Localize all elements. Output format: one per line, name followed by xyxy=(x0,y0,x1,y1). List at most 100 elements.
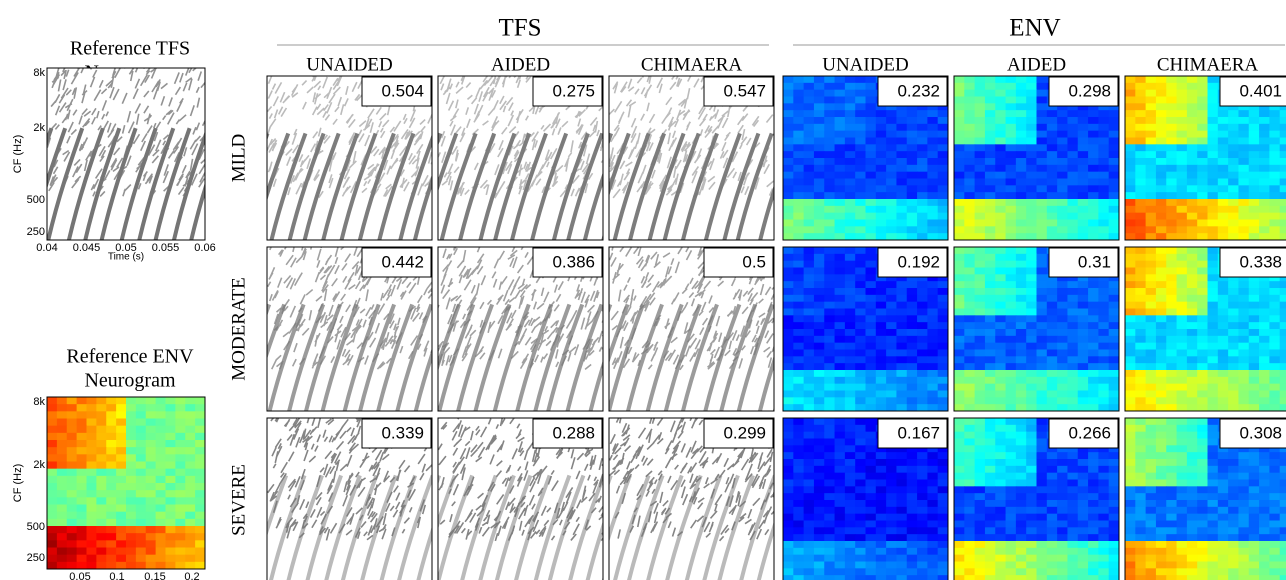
env-cell xyxy=(1088,363,1099,370)
env-cell xyxy=(886,404,897,411)
env-cell xyxy=(995,165,1006,172)
env-cell xyxy=(1197,356,1208,363)
env-cell xyxy=(1109,473,1120,480)
env-cell xyxy=(886,534,897,541)
env-cell xyxy=(1146,158,1157,165)
env-cell xyxy=(1078,138,1089,145)
env-cell xyxy=(1125,76,1136,83)
env-cell xyxy=(1078,527,1089,534)
env-cell xyxy=(907,302,918,309)
env-cell xyxy=(57,411,67,419)
env-cell xyxy=(1026,172,1037,179)
env-cell xyxy=(855,356,866,363)
env-cell xyxy=(793,480,804,487)
env-cell xyxy=(1088,315,1099,322)
y-tick-label: 8k xyxy=(33,396,45,408)
env-cell xyxy=(876,370,887,377)
env-cell xyxy=(1098,466,1109,473)
env-cell xyxy=(1259,575,1270,580)
env-cell xyxy=(1146,247,1157,254)
env-cell xyxy=(1047,199,1058,206)
env-cell xyxy=(1047,124,1058,131)
env-cell xyxy=(824,124,835,131)
env-cell xyxy=(1156,370,1167,377)
env-cell xyxy=(1125,274,1136,281)
env-cell xyxy=(793,268,804,275)
env-cell xyxy=(845,131,856,138)
env-cell xyxy=(1135,206,1146,213)
env-cell xyxy=(814,274,825,281)
env-cell xyxy=(896,322,907,329)
env-cell xyxy=(1166,377,1177,384)
env-cell xyxy=(1057,527,1068,534)
env-cell xyxy=(1177,131,1188,138)
env-cell xyxy=(995,274,1006,281)
env-cell xyxy=(1088,131,1099,138)
env-cell xyxy=(1197,158,1208,165)
env-cell xyxy=(896,295,907,302)
env-cell xyxy=(1156,288,1167,295)
env-cell xyxy=(96,548,106,556)
env-cell xyxy=(47,454,57,462)
env-cell xyxy=(954,322,965,329)
env-cell xyxy=(1098,350,1109,357)
env-cell xyxy=(77,476,87,484)
env-cell xyxy=(866,370,877,377)
env-cell xyxy=(1218,220,1229,227)
env-cell xyxy=(1187,568,1198,575)
env-cell xyxy=(1280,117,1286,124)
env-cell xyxy=(896,493,907,500)
env-cell xyxy=(1006,363,1017,370)
env-cell xyxy=(917,486,928,493)
env-cell xyxy=(185,483,195,491)
env-cell xyxy=(1037,397,1048,404)
column-title: CHIMAERA xyxy=(641,54,743,75)
env-cell xyxy=(1187,507,1198,514)
env-cell xyxy=(1026,309,1037,316)
env-cell xyxy=(866,165,877,172)
env-cell xyxy=(1088,309,1099,316)
env-cell xyxy=(995,151,1006,158)
env-cell xyxy=(964,90,975,97)
env-cell xyxy=(954,527,965,534)
env-cell xyxy=(1098,404,1109,411)
env-cell xyxy=(106,454,116,462)
env-cell xyxy=(185,548,195,556)
env-cell xyxy=(783,76,794,83)
env-cell xyxy=(1228,144,1239,151)
env-cell xyxy=(1016,459,1027,466)
env-cell xyxy=(1088,329,1099,336)
env-cell xyxy=(1109,480,1120,487)
env-cell xyxy=(896,179,907,186)
env-cell xyxy=(1098,562,1109,569)
env-cell xyxy=(175,505,185,513)
env-cell xyxy=(1166,247,1177,254)
env-cell xyxy=(1037,97,1048,104)
env-cell xyxy=(1280,281,1286,288)
env-cell xyxy=(835,466,846,473)
env-cell xyxy=(1238,377,1249,384)
env-cell xyxy=(1098,459,1109,466)
env-cell xyxy=(1249,226,1260,233)
env-cell xyxy=(166,540,176,548)
env-cell xyxy=(804,103,815,110)
env-cell xyxy=(954,233,965,240)
env-cell xyxy=(985,548,996,555)
env-cell xyxy=(1109,315,1120,322)
env-cell xyxy=(964,124,975,131)
env-cell xyxy=(1156,76,1167,83)
env-cell xyxy=(964,452,975,459)
env-cell xyxy=(1135,425,1146,432)
env-cell xyxy=(855,459,866,466)
env-cell xyxy=(917,322,928,329)
env-cell xyxy=(995,261,1006,268)
env-cell xyxy=(1098,356,1109,363)
env-cell xyxy=(1197,261,1208,268)
env-cell xyxy=(166,562,176,570)
env-cell xyxy=(1109,548,1120,555)
env-cell xyxy=(1057,336,1068,343)
env-cell xyxy=(917,384,928,391)
env-cell xyxy=(964,220,975,227)
env-cell xyxy=(975,281,986,288)
env-cell xyxy=(1016,254,1027,261)
